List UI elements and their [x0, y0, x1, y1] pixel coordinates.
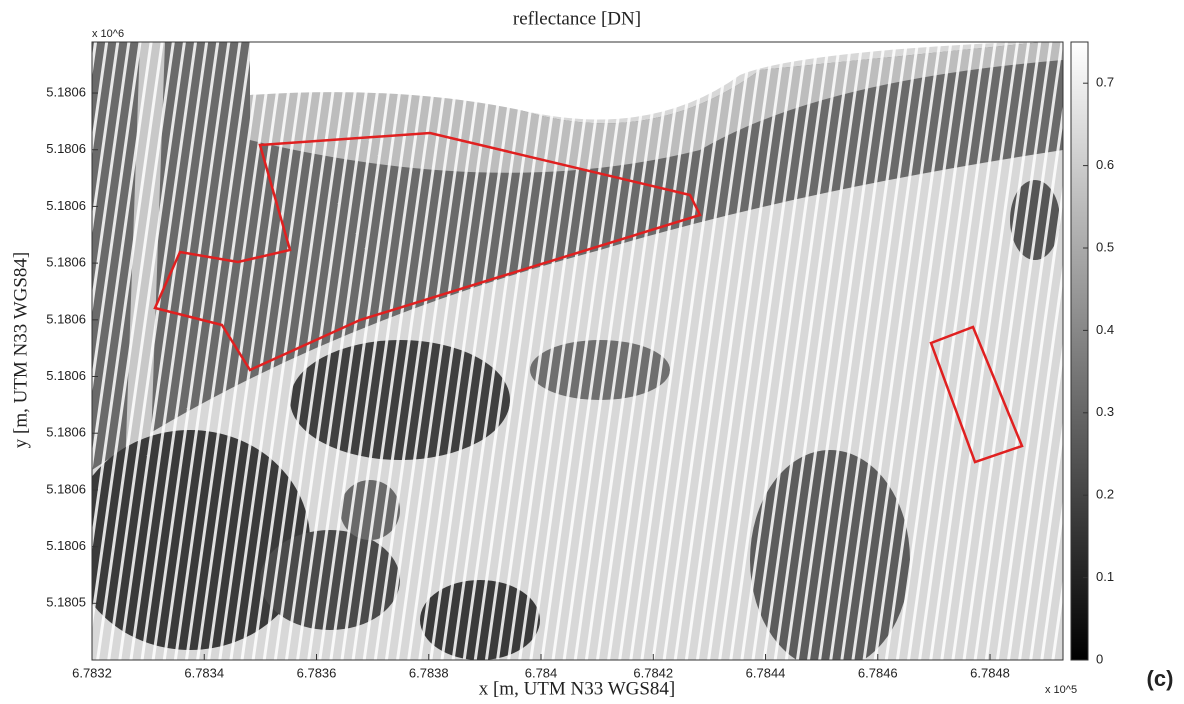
y-multiplier: x 10^6 — [92, 28, 124, 40]
x-axis-label: x [m, UTM N33 WGS84] — [479, 678, 676, 699]
colorbar-tick-label: 0 — [1096, 651, 1103, 666]
x-tick-label: 6.7838 — [409, 665, 449, 680]
y-tick-label: 5.1806 — [46, 141, 86, 156]
colorbar-tick-label: 0.7 — [1096, 75, 1114, 90]
colorbar-tick-label: 0.3 — [1096, 404, 1114, 419]
x-tick-label: 6.7846 — [858, 665, 898, 680]
colorbar-tick-label: 0.5 — [1096, 239, 1114, 254]
y-tick-label: 5.1806 — [46, 425, 86, 440]
colorbar-tick-label: 0.4 — [1096, 322, 1114, 337]
colorbar-tick-label: 0.2 — [1096, 487, 1114, 502]
x-tick-label: 6.7844 — [746, 665, 786, 680]
panel-label: (c) — [1147, 666, 1174, 691]
y-tick-label: 5.1806 — [46, 481, 86, 496]
x-tick-label: 6.784 — [525, 665, 558, 680]
x-tick-label: 6.7836 — [297, 665, 337, 680]
chart-title: reflectance [DN] — [513, 8, 641, 29]
x-tick-label: 6.7832 — [72, 665, 112, 680]
point-cloud — [92, 42, 1063, 660]
plot-frame — [91, 41, 1064, 661]
y-tick-label: 5.1806 — [46, 84, 86, 99]
x-tick-label: 6.7842 — [633, 665, 673, 680]
y-tick-label: 5.1805 — [46, 595, 86, 610]
colorbar — [1070, 41, 1089, 661]
x-multiplier: x 10^5 — [1045, 684, 1077, 696]
colorbar-tick-label: 0.1 — [1096, 569, 1114, 584]
y-tick-label: 5.1806 — [46, 255, 86, 270]
region-outline — [153, 131, 702, 372]
y-axis-label: y [m, UTM N33 WGS84] — [10, 252, 31, 449]
y-tick-label: 5.1806 — [46, 198, 86, 213]
y-tick-label: 5.1806 — [46, 311, 86, 326]
y-tick-label: 5.1806 — [46, 538, 86, 553]
y-tick-label: 5.1806 — [46, 368, 86, 383]
colorbar-tick-label: 0.6 — [1096, 157, 1114, 172]
x-tick-label: 6.7848 — [970, 665, 1010, 680]
x-tick-label: 6.7834 — [184, 665, 224, 680]
region-outline — [929, 325, 1024, 464]
